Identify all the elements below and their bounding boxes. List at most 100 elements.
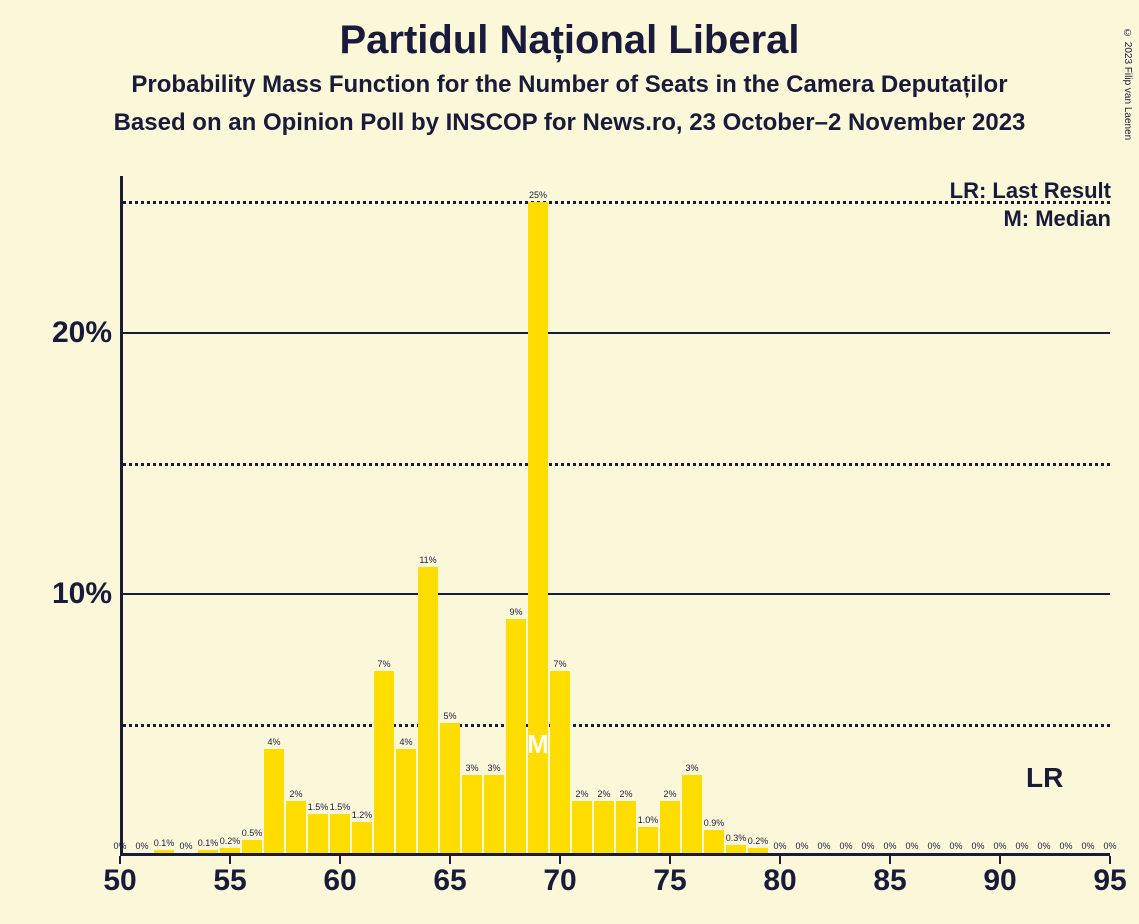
gridline xyxy=(123,593,1110,595)
bar-value-label: 0% xyxy=(795,841,808,851)
x-axis-label: 65 xyxy=(433,864,466,898)
x-tick xyxy=(449,856,451,864)
bar-value-label: 7% xyxy=(377,659,390,669)
x-tick xyxy=(559,856,561,864)
bar-value-label: 1.0% xyxy=(638,815,659,825)
bar xyxy=(286,801,306,853)
x-tick xyxy=(229,856,231,864)
bar xyxy=(462,775,482,853)
bar-value-label: 0% xyxy=(905,841,918,851)
bar xyxy=(572,801,592,853)
bar-value-label: 0% xyxy=(993,841,1006,851)
median-marker: M xyxy=(527,731,549,757)
bar xyxy=(616,801,636,853)
bar xyxy=(704,830,724,853)
bar xyxy=(440,723,460,853)
bar-value-label: 2% xyxy=(597,789,610,799)
gridline xyxy=(123,724,1110,727)
x-tick xyxy=(339,856,341,864)
x-tick xyxy=(779,856,781,864)
bar xyxy=(660,801,680,853)
bar-value-label: 0.5% xyxy=(242,828,263,838)
bar-value-label: 0% xyxy=(179,841,192,851)
x-tick xyxy=(669,856,671,864)
bar-value-label: 5% xyxy=(443,711,456,721)
bar xyxy=(550,671,570,853)
bar-value-label: 0% xyxy=(135,841,148,851)
x-tick xyxy=(119,856,121,864)
bar xyxy=(198,850,218,853)
y-axis-line xyxy=(120,176,123,856)
bar-value-label: 0% xyxy=(1037,841,1050,851)
bar-value-label: 0% xyxy=(1081,841,1094,851)
bar-value-label: 1.5% xyxy=(330,802,351,812)
bar-value-label: 0% xyxy=(773,841,786,851)
bar-value-label: 3% xyxy=(487,763,500,773)
chart-title: Partidul Național Liberal xyxy=(0,18,1139,63)
bar-value-label: 0% xyxy=(861,841,874,851)
x-axis-label: 70 xyxy=(543,864,576,898)
bar xyxy=(396,749,416,853)
bar-value-label: 7% xyxy=(553,659,566,669)
x-axis-label: 55 xyxy=(213,864,246,898)
bar-value-label: 3% xyxy=(465,763,478,773)
bar-value-label: 2% xyxy=(575,789,588,799)
x-tick xyxy=(889,856,891,864)
bar-value-label: 0% xyxy=(839,841,852,851)
bar xyxy=(220,848,240,853)
x-axis-label: 75 xyxy=(653,864,686,898)
bar-value-label: 0% xyxy=(817,841,830,851)
chart-plot-area: 10%20%505560657075808590950%0%0.1%0%0.1%… xyxy=(120,176,1110,856)
x-tick xyxy=(999,856,1001,864)
gridline xyxy=(123,332,1110,334)
bar xyxy=(330,814,350,853)
bar-value-label: 0.3% xyxy=(726,833,747,843)
gridline xyxy=(123,201,1110,204)
x-axis-label: 85 xyxy=(873,864,906,898)
bar-value-label: 2% xyxy=(289,789,302,799)
bar xyxy=(682,775,702,853)
bar-value-label: 0.2% xyxy=(748,836,769,846)
y-axis-label: 20% xyxy=(52,316,112,350)
bar-value-label: 11% xyxy=(419,555,436,565)
bar-value-label: 0.2% xyxy=(220,836,241,846)
bar-value-label: 0% xyxy=(1015,841,1028,851)
bar-value-label: 0.1% xyxy=(198,838,219,848)
bar xyxy=(506,619,526,853)
bar-value-label: 0% xyxy=(883,841,896,851)
bar-value-label: 3% xyxy=(685,763,698,773)
bar-value-label: 0% xyxy=(949,841,962,851)
copyright-text: © 2023 Filip van Laenen xyxy=(1122,28,1133,140)
bar xyxy=(484,775,504,853)
chart-subtitle-2: Based on an Opinion Poll by INSCOP for N… xyxy=(0,109,1139,137)
x-axis-line xyxy=(120,853,1110,856)
bar-value-label: 0% xyxy=(1103,841,1116,851)
bar-value-label: 1.5% xyxy=(308,802,329,812)
bar xyxy=(242,840,262,853)
bar-value-label: 1.2% xyxy=(352,810,373,820)
x-axis-label: 90 xyxy=(983,864,1016,898)
bar xyxy=(308,814,328,853)
gridline xyxy=(123,463,1110,466)
bar-value-label: 4% xyxy=(399,737,412,747)
x-axis-label: 95 xyxy=(1093,864,1126,898)
chart-subtitle-1: Probability Mass Function for the Number… xyxy=(0,71,1139,99)
y-axis-label: 10% xyxy=(52,577,112,611)
bar xyxy=(352,822,372,853)
x-axis-label: 60 xyxy=(323,864,356,898)
bar xyxy=(418,567,438,853)
bar-value-label: 25% xyxy=(529,190,547,200)
x-axis-label: 80 xyxy=(763,864,796,898)
bar xyxy=(154,850,174,853)
bar-value-label: 0.1% xyxy=(154,838,175,848)
bar-value-label: 2% xyxy=(619,789,632,799)
bar xyxy=(374,671,394,853)
last-result-marker: LR xyxy=(1026,762,1063,794)
bar-value-label: 4% xyxy=(267,737,280,747)
bar-value-label: 0% xyxy=(927,841,940,851)
bar-value-label: 0% xyxy=(1059,841,1072,851)
bar xyxy=(264,749,284,853)
bar xyxy=(594,801,614,853)
bar-value-label: 0% xyxy=(971,841,984,851)
x-axis-label: 50 xyxy=(103,864,136,898)
